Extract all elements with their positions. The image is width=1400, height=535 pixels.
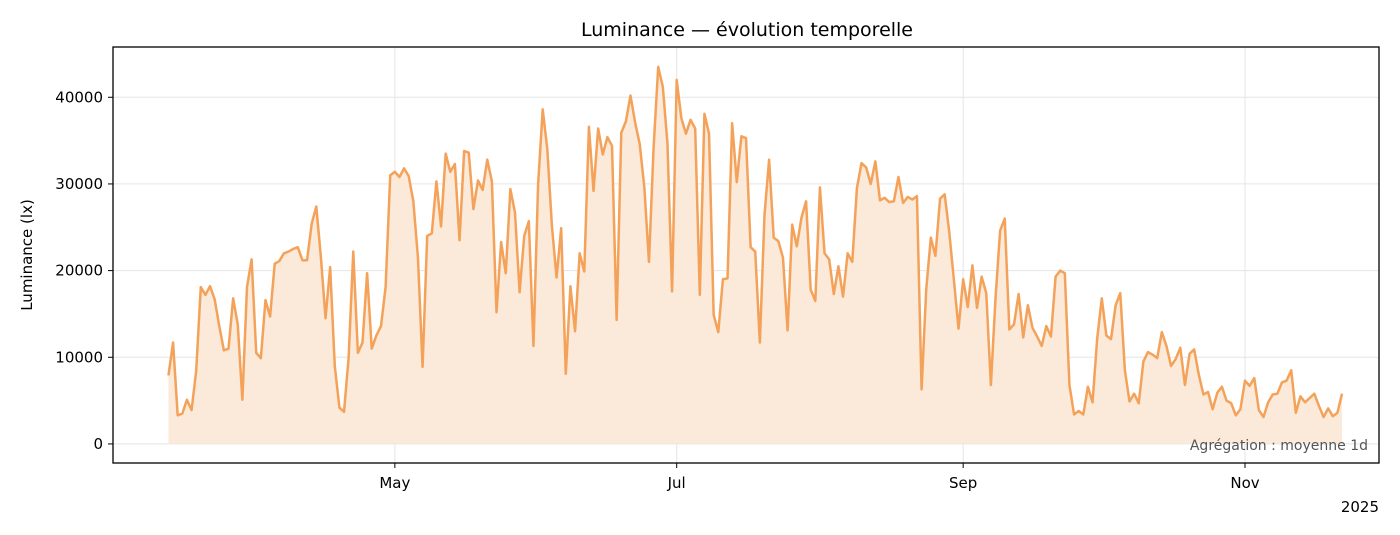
- y-axis-label: Luminance (lx): [18, 199, 36, 311]
- x-tick-label: Sep: [949, 474, 977, 492]
- x-tick-label: Nov: [1230, 474, 1259, 492]
- x-axis-year-label: 2025: [1341, 498, 1379, 516]
- y-axis: 0 10000 20000 30000 40000: [55, 88, 113, 453]
- x-tick-label: May: [379, 474, 410, 492]
- chart-title: Luminance — évolution temporelle: [581, 19, 913, 41]
- y-tick-label: 30000: [55, 175, 103, 193]
- y-tick-label: 20000: [55, 262, 103, 280]
- luminance-line: [167, 65, 1344, 419]
- y-tick-label: 0: [93, 435, 103, 453]
- plot-frame: [112, 46, 1380, 464]
- x-axis: May Jul Sep Nov: [379, 463, 1260, 492]
- y-tick-label: 10000: [55, 348, 103, 366]
- aggregation-note: Agrégation : moyenne 1d: [1190, 438, 1368, 454]
- y-tick-label: 40000: [55, 88, 103, 106]
- x-tick-label: Jul: [667, 474, 686, 492]
